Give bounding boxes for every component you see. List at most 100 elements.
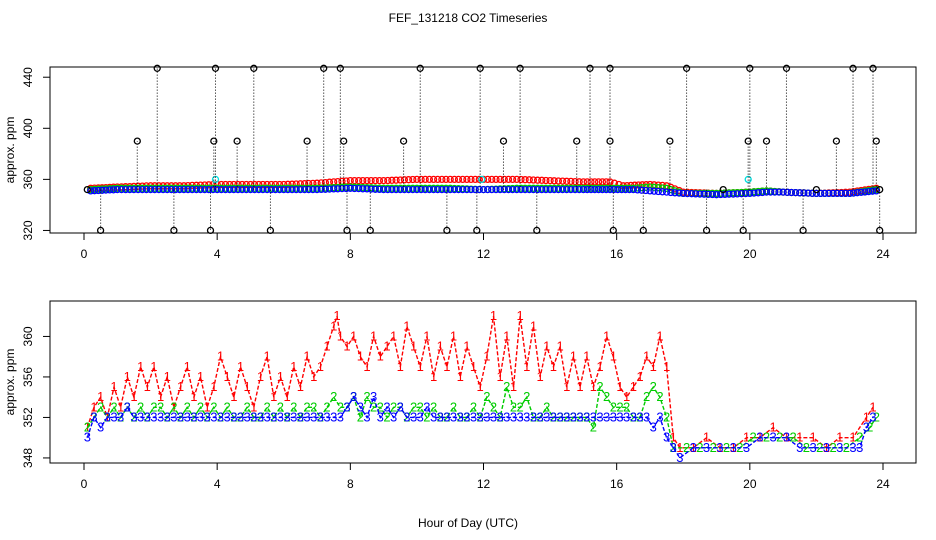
top-data-point (450, 175, 459, 184)
top-data-point (508, 175, 517, 184)
top-data-point (762, 137, 771, 145)
bottom-point-label: 1 (636, 369, 643, 384)
top-data-point (366, 226, 374, 235)
top-data-point (90, 187, 99, 195)
top-data-point (217, 185, 225, 194)
bottom-point-label: 3 (430, 409, 437, 424)
bottom-point-label: 2 (450, 399, 457, 414)
bottom-point-label: 3 (470, 409, 477, 424)
bottom-point-label: 1 (250, 399, 257, 414)
bottom-point-label: 3 (210, 409, 217, 424)
top-data-point (733, 190, 741, 198)
bottom-point-label: 1 (283, 389, 290, 404)
top-data-point (746, 189, 754, 198)
top-data-point (170, 226, 178, 235)
bottom-point-label: 3 (244, 409, 251, 424)
bottom-point-label: 3 (263, 409, 270, 424)
top-data-point (280, 180, 288, 189)
top-data-point (238, 180, 246, 189)
bottom-point-label: 3 (849, 440, 856, 455)
top-data-point (280, 185, 288, 194)
bottom-point-label: 3 (290, 409, 297, 424)
bottom-point-label: 1 (490, 308, 497, 323)
top-data-point (821, 189, 829, 198)
top-data-point (284, 185, 292, 194)
bottom-point-label: 2 (210, 399, 217, 414)
bottom-point-label: 2 (97, 399, 104, 414)
bottom-point-label: 3 (503, 409, 510, 424)
bottom-point-label: 1 (670, 430, 677, 445)
top-x-tick-label: 8 (347, 247, 354, 261)
top-data-point (192, 185, 201, 194)
bottom-point-label: 3 (596, 409, 603, 424)
top-data-point (804, 189, 812, 197)
bottom-point-label: 3 (623, 409, 630, 424)
bottom-point-label: 1 (556, 339, 563, 354)
bottom-point-label: 1 (370, 328, 377, 343)
bottom-point-label: 1 (97, 389, 104, 404)
top-series-5 (83, 64, 884, 235)
bottom-point-label: 3 (756, 430, 763, 445)
top-data-point (492, 185, 500, 194)
bottom-point-label: 2 (443, 409, 450, 424)
bottom-point-label: 2 (197, 399, 204, 414)
bottom-point-label: 3 (377, 409, 384, 424)
bottom-point-label: 1 (869, 399, 876, 414)
top-data-point (171, 185, 180, 194)
bottom-point-label: 2 (303, 399, 310, 414)
top-data-point (210, 137, 218, 145)
top-data-point (787, 188, 796, 197)
top-data-point (94, 186, 102, 195)
top-data-point (849, 189, 858, 197)
top-data-point (206, 226, 215, 235)
bottom-point-label: 2 (803, 440, 810, 455)
bottom-series-line (86, 394, 874, 459)
bottom-point-label: 3 (543, 409, 550, 424)
bottom-point-label: 3 (650, 420, 657, 435)
bottom-point-label: 1 (543, 339, 550, 354)
top-data-point (266, 226, 275, 235)
bottom-point-label: 2 (510, 399, 517, 414)
bottom-point-label: 1 (257, 369, 264, 384)
top-data-point (425, 175, 434, 184)
top-data-point (849, 64, 857, 72)
top-data-point (305, 185, 313, 194)
top-data-point (650, 187, 658, 195)
top-data-point (83, 185, 91, 194)
top-data-point (683, 189, 692, 198)
top-data-point (388, 176, 396, 184)
top-data-point (255, 180, 263, 189)
bottom-point-label: 2 (137, 399, 144, 414)
top-data-point (234, 185, 242, 194)
bottom-point-label: 1 (443, 359, 450, 374)
bottom-point-label: 3 (443, 409, 450, 424)
bottom-point-label: 3 (317, 409, 324, 424)
bottom-point-label: 1 (623, 389, 630, 404)
top-data-point (812, 185, 821, 194)
top-data-point (521, 185, 529, 194)
bottom-point-label: 1 (390, 328, 397, 343)
bottom-point-label: 1 (423, 328, 430, 343)
top-data-point (546, 185, 554, 194)
bottom-point-label: 3 (397, 399, 404, 414)
top-data-point (533, 226, 541, 235)
top-data-point (625, 185, 634, 194)
top-data-point (417, 185, 425, 194)
top-data-point (336, 64, 344, 72)
bottom-point-label: 1 (330, 318, 337, 333)
bottom-point-label: 3 (130, 409, 137, 424)
top-data-point (575, 185, 583, 194)
top-data-point (750, 189, 758, 197)
top-data-point (87, 187, 95, 195)
bottom-point-label: 1 (457, 369, 464, 384)
bottom-point-label: 3 (157, 409, 164, 424)
bottom-series-1: 1111111111111111111111111111111111111111… (84, 308, 877, 455)
top-data-point (221, 185, 230, 194)
bottom-point-label: 2 (184, 399, 191, 414)
top-data-point (558, 177, 567, 185)
bottom-point-label: 2 (523, 389, 530, 404)
top-data-point (739, 226, 747, 235)
top-data-point (594, 185, 603, 194)
bottom-point-label: 1 (197, 369, 204, 384)
